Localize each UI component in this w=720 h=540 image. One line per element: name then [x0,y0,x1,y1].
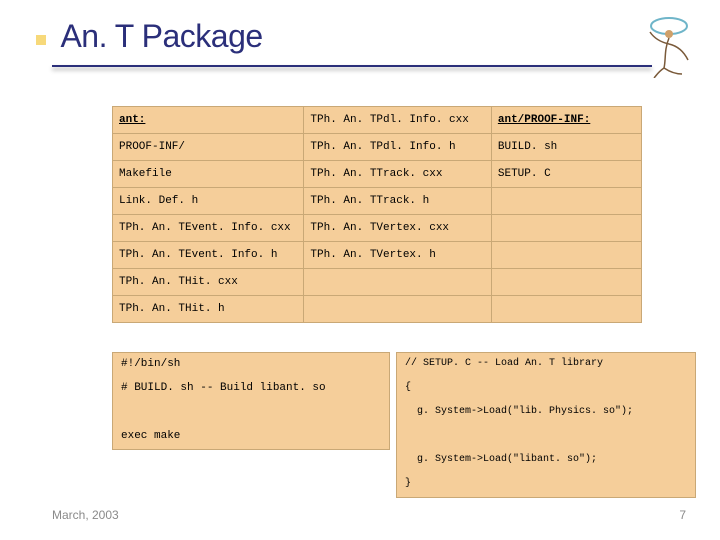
table-cell: TPh. An. TVertex. h [304,242,491,269]
table-row: Link. Def. hTPh. An. TTrack. h [113,188,642,215]
table-cell: TPh. An. TEvent. Info. h [113,242,304,269]
table-cell: Link. Def. h [113,188,304,215]
table-cell: Makefile [113,161,304,188]
table-cell: BUILD. sh [491,134,641,161]
code-line: { [397,377,695,401]
build-sh-box: #!/bin/sh# BUILD. sh -- Build libant. so… [112,352,390,450]
table-cell: TPh. An. TTrack. cxx [304,161,491,188]
table-cell [491,188,641,215]
table-cell: TPh. An. TVertex. cxx [304,215,491,242]
file-listing-table: ant:TPh. An. TPdl. Info. cxxant/PROOF-IN… [112,106,642,323]
code-line: exec make [113,425,389,449]
table-row: ant:TPh. An. TPdl. Info. cxxant/PROOF-IN… [113,107,642,134]
table-row: MakefileTPh. An. TTrack. cxxSETUP. C [113,161,642,188]
footer-date: March, 2003 [52,508,119,522]
table-cell [304,269,491,296]
table-cell: TPh. An. TEvent. Info. cxx [113,215,304,242]
title-bullet-icon [36,35,46,45]
footer-page-number: 7 [679,508,686,522]
setup-c-box: // SETUP. C -- Load An. T library{ g. Sy… [396,352,696,498]
file-table-body: ant:TPh. An. TPdl. Info. cxxant/PROOF-IN… [113,107,642,323]
table-cell [491,296,641,323]
table-row: TPh. An. THit. cxx [113,269,642,296]
table-cell: PROOF-INF/ [113,134,304,161]
code-line: g. System->Load("lib. Physics. so"); [397,401,695,425]
logo-icon [640,8,698,78]
table-row: TPh. An. THit. h [113,296,642,323]
code-line [113,401,389,425]
table-cell: TPh. An. TPdl. Info. cxx [304,107,491,134]
code-line: } [397,473,695,497]
table-cell: ant/PROOF-INF: [491,107,641,134]
slide: An. T Package ant:TPh. An. TPdl. Info. c… [0,0,720,540]
table-cell [491,215,641,242]
table-cell: SETUP. C [491,161,641,188]
table-cell: ant: [113,107,304,134]
code-line [397,425,695,449]
title-row: An. T Package [0,0,720,55]
code-line: # BUILD. sh -- Build libant. so [113,377,389,401]
table-cell [304,296,491,323]
table-row: TPh. An. TEvent. Info. hTPh. An. TVertex… [113,242,642,269]
code-line: #!/bin/sh [113,353,389,377]
table-row: TPh. An. TEvent. Info. cxxTPh. An. TVert… [113,215,642,242]
table-cell: TPh. An. THit. h [113,296,304,323]
table-row: PROOF-INF/TPh. An. TPdl. Info. hBUILD. s… [113,134,642,161]
table-cell: TPh. An. TPdl. Info. h [304,134,491,161]
table-cell: TPh. An. TTrack. h [304,188,491,215]
code-line: // SETUP. C -- Load An. T library [397,353,695,377]
table-cell: TPh. An. THit. cxx [113,269,304,296]
table-cell [491,242,641,269]
code-line: g. System->Load("libant. so"); [397,449,695,473]
title-underline [52,65,652,67]
table-cell [491,269,641,296]
slide-title: An. T Package [60,18,262,54]
